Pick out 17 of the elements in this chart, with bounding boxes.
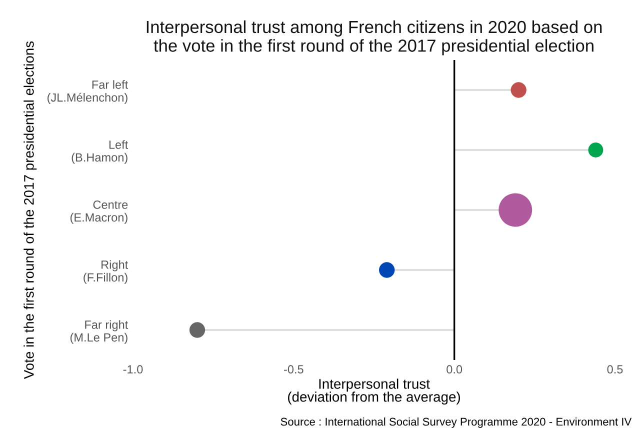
source-note: Source : International Social Survey Programme 2020 - Environment IV: [280, 417, 632, 428]
x-tick-label: 0.0: [446, 365, 462, 374]
x-axis-title: Interpersonal trust (deviation from the average): [288, 378, 460, 405]
x-tick-label: -0.5: [284, 365, 304, 374]
y-tick-label: Right (F.Fillon): [84, 260, 128, 284]
y-axis-title: Vote in the first round of the 2017 presidential elections: [24, 41, 37, 380]
chart-title: Interpersonal trust among French citizens in 2020 based on the vote in the first round of the 2017 presidential election: [146, 20, 602, 56]
point: [510, 82, 526, 98]
y-tick-label: Far left (JL.Mélenchon): [48, 80, 128, 104]
y-tick-label: Centre (E.Macron): [70, 200, 128, 224]
x-tick-label: -1.0: [123, 365, 143, 374]
point: [189, 322, 206, 338]
x-tick-label: 0.5: [607, 365, 623, 374]
point: [379, 262, 395, 278]
point: [588, 142, 604, 158]
y-tick-label: Far right (M.Le Pen): [70, 320, 128, 344]
y-tick-label: Left (B.Hamon): [72, 140, 128, 164]
